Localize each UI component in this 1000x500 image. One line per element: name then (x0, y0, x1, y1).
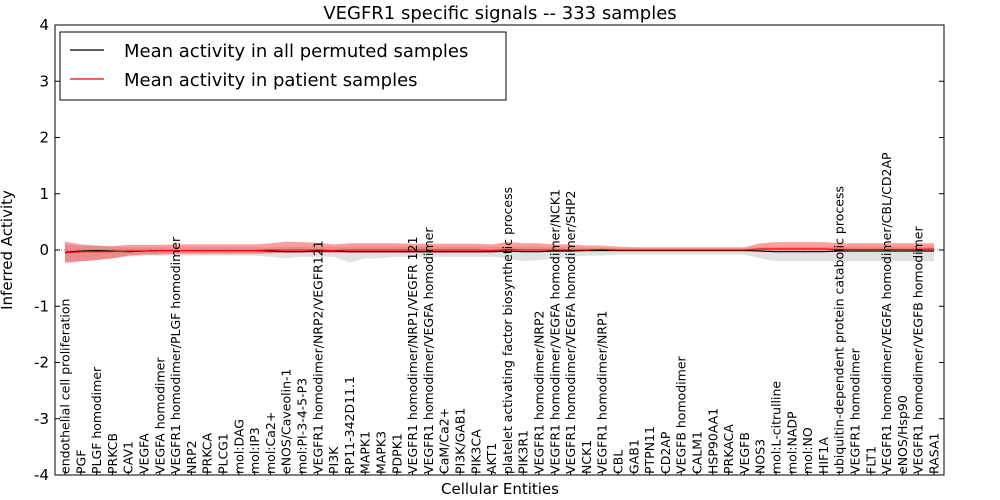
y-tick-label: -3 (34, 410, 49, 428)
x-tick-label: MAPK1 (358, 431, 373, 474)
x-tick-label: PRKACA (721, 424, 736, 474)
x-tick-label: PIK3R1 (516, 430, 531, 474)
x-tick-label: PI3K/GAB1 (453, 408, 468, 474)
x-tick-label: AKT1 (484, 443, 499, 474)
y-tick-label: 4 (39, 16, 49, 34)
x-tick-label: PTPN11 (642, 426, 657, 474)
chart-title: VEGFR1 specific signals -- 333 samples (323, 3, 676, 24)
x-tick-label: CBL (611, 450, 626, 474)
x-tick-label: mol:PI-3-4-5-P3 (295, 378, 310, 474)
x-tick-label: PRKCB (105, 433, 120, 474)
y-tick-label: 0 (39, 241, 49, 259)
x-tick-label: mol:NO (800, 427, 815, 474)
x-tick-label: NCK1 (579, 440, 594, 474)
x-tick-label: mol:DAG (231, 419, 246, 474)
x-tick-label: CAV1 (121, 441, 136, 474)
series-0-band (65, 244, 934, 265)
x-tick-label: VEGFB (737, 432, 752, 474)
x-tick-label: PLCG1 (216, 433, 231, 474)
y-tick-label: -1 (34, 297, 49, 315)
series-1-line (64, 248, 935, 254)
x-tick-label: HIF1A (816, 437, 831, 474)
x-tick-label: VEGFR1 homodimer (848, 347, 863, 474)
x-tick-label: RASA1 (927, 433, 942, 474)
y-axis: -4 -3 -2 -1 0 1 2 3 4 (34, 16, 944, 484)
legend-box (59, 31, 507, 101)
y-tick-label: -4 (34, 466, 49, 484)
legend: Mean activity in all permuted samples Me… (59, 31, 507, 101)
x-tick-label: NOS3 (753, 439, 768, 474)
y-axis-label: Inferred Activity (0, 190, 16, 310)
x-tick-label: NRP2 (184, 440, 199, 474)
plot-area (55, 241, 944, 265)
x-tick-label: VEGFB homodimer (674, 355, 689, 474)
x-tick-label: PDPK1 (389, 433, 404, 474)
x-tick-label: mol:IP3 (247, 427, 262, 474)
x-tick-label: RP11-342D11.1 (342, 376, 357, 474)
x-tick-label: endothelial cell proliferation (58, 299, 73, 474)
x-tick-label: mol:Ca2+ (263, 412, 278, 474)
x-tick-label: VEGFA (137, 433, 152, 474)
x-tick-label: VEGFR1 homodimer/NRP2/VEGFR121 (310, 240, 325, 474)
x-tick-label: mol:L-citrulline (769, 381, 784, 474)
x-tick-label: eNOS/Caveolin-1 (279, 369, 294, 474)
x-tick-label: VEGFR1 homodimer/NRP1/VEGFR 121 (405, 236, 420, 474)
x-tick-label: ubiquitin-dependent protein catabolic pr… (832, 186, 847, 474)
series-1-band (65, 241, 934, 263)
legend-label-permuted: Mean activity in all permuted samples (124, 41, 468, 62)
x-axis: endothelial cell proliferation PGF PLGF ho… (58, 152, 942, 475)
x-tick-label: PI3K (326, 446, 341, 474)
x-tick-label: FLT1 (863, 446, 878, 474)
x-tick-label: MAPK3 (374, 431, 389, 474)
x-tick-label: PLGF homodimer (89, 366, 104, 474)
y-tick-label: -2 (34, 354, 49, 372)
y-tick-label: 3 (39, 72, 49, 90)
x-tick-label: VEGFR1 homodimer/PLGF homodimer (168, 236, 183, 474)
x-tick-label: eNOS/Hsp90 (895, 395, 910, 474)
x-tick-label: HSP90AA1 (705, 408, 720, 474)
x-tick-label: CALM1 (690, 431, 705, 474)
x-tick-label: CaM/Ca2+ (437, 408, 452, 474)
x-tick-label: mol:NADP (784, 411, 799, 474)
legend-label-patient: Mean activity in patient samples (124, 70, 418, 91)
x-tick-label: VEGFR1 homodimer/VEGFA homodimer/SHP2 (563, 190, 578, 474)
x-tick-label: PIK3CA (468, 429, 483, 474)
x-tick-label: VEGFR1 homodimer/NRP1 (595, 311, 610, 474)
x-tick-label: platelet activating factor biosynthetic … (500, 187, 515, 474)
x-axis-label: Cellular Entities (441, 480, 559, 498)
x-tick-label: VEGFR1 homodimer/VEGFA homodimer/CBL/CD2… (879, 152, 894, 474)
x-tick-label: PGF (73, 450, 88, 474)
x-tick-label: VEGFR1 homodimer/VEGFA homodimer (421, 227, 436, 474)
x-tick-label: GAB1 (626, 439, 641, 474)
x-tick-label: VEGFR1 homodimer/NRP2 (532, 311, 547, 474)
x-tick-label: CD2AP (658, 431, 673, 474)
x-tick-label: PRKCA (200, 433, 215, 474)
y-tick-label: 1 (39, 185, 49, 203)
x-tick-label: VEGFR1 homodimer/VEGFA homodimer/NCK1 (547, 189, 562, 474)
x-tick-label: VEGFR1 homodimer/VEGFB homodimer (911, 226, 926, 474)
y-tick-label: 2 (39, 129, 49, 147)
x-tick-label: VEGFA homodimer (152, 357, 167, 474)
